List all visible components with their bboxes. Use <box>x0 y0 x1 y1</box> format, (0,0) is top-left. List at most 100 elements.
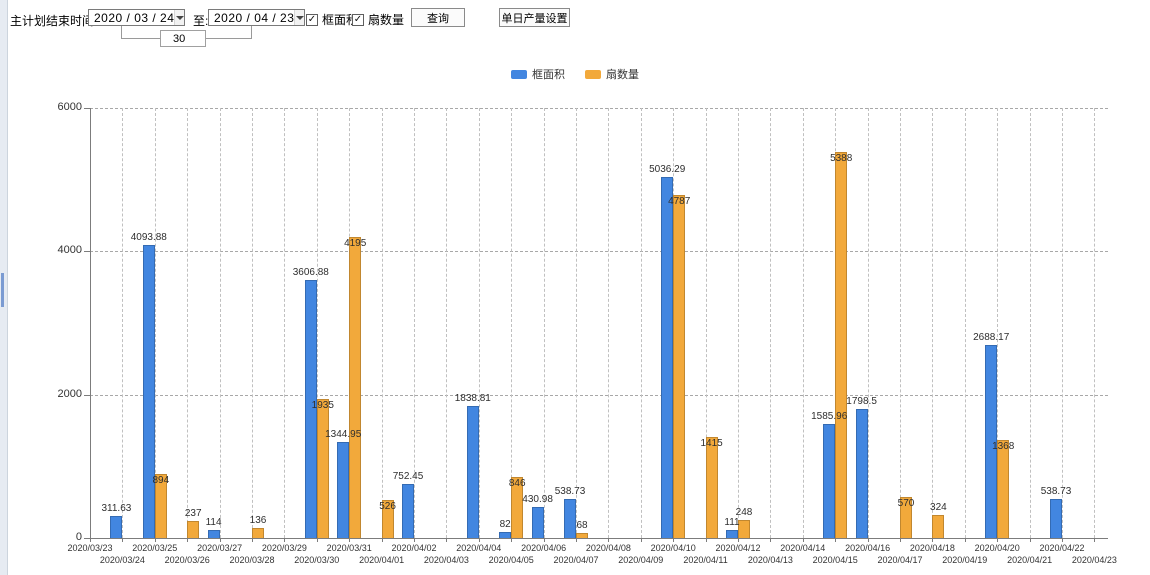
x-axis-label: 2020/04/02 <box>391 543 437 553</box>
x-axis-label: 2020/04/12 <box>715 543 761 553</box>
x-axis-label: 2020/04/05 <box>488 555 534 565</box>
x-axis-label: 2020/04/11 <box>683 555 728 565</box>
legend-label: 扇数量 <box>606 69 639 81</box>
bar-value-label: 114 <box>205 516 222 528</box>
chart-legend: 框面积 扇数量 <box>0 66 1150 82</box>
bar-value-label: 111 <box>724 517 740 529</box>
bar-fan-count <box>349 237 362 538</box>
start-date-label: 主计划结束时间: <box>10 14 98 28</box>
x-axis-tick <box>187 538 189 542</box>
x-axis-tick <box>802 538 804 542</box>
x-axis-label: 2020/03/24 <box>99 555 145 565</box>
bar-fan-count <box>381 500 394 538</box>
x-axis-tick <box>738 538 739 542</box>
connector-line <box>121 38 160 39</box>
x-axis-label: 2020/03/28 <box>229 555 275 565</box>
bar-frame-area <box>499 532 512 538</box>
x-axis-tick <box>673 538 675 542</box>
x-axis-tick <box>122 538 124 542</box>
bar-value-label: 846 <box>508 478 526 490</box>
x-axis-label: 2020/04/03 <box>423 555 469 565</box>
y-axis <box>90 108 91 538</box>
x-axis-tick <box>997 538 999 542</box>
checkbox-frame-area[interactable]: ✓ 框面积 <box>306 11 358 28</box>
bar-value-label: 1935 <box>311 400 334 412</box>
y-axis-label: 4000 <box>57 244 82 257</box>
x-axis-label: 2020/04/04 <box>456 543 502 553</box>
bar-fan-count <box>835 151 848 538</box>
chevron-down-icon[interactable] <box>294 10 304 25</box>
bar-value-label: 538.73 <box>554 486 586 498</box>
bar-frame-area <box>142 244 155 538</box>
x-axis-label: 2020/04/18 <box>909 543 955 553</box>
checkbox-frame-area-label: 框面积 <box>322 13 359 27</box>
checkmark-icon: ✓ <box>352 13 364 26</box>
end-date-picker[interactable]: 2020 / 04 / 23 <box>208 9 305 26</box>
y-axis-label: 0 <box>75 531 82 543</box>
plot-grid-line-y <box>90 108 1109 109</box>
x-axis-tick <box>511 538 513 542</box>
y-axis-tick <box>84 108 90 109</box>
x-axis-tick <box>478 538 480 542</box>
bar-value-label: 248 <box>735 507 753 519</box>
checkbox-fan-count[interactable]: ✓ 扇数量 <box>352 11 404 28</box>
bar-value-label: 570 <box>897 498 915 510</box>
plot-grid-line-x <box>252 108 253 538</box>
plot-grid-line-x <box>576 108 577 538</box>
x-axis-label: 2020/04/06 <box>521 543 567 553</box>
legend-item-fan-count: 扇数量 <box>585 66 639 82</box>
bar-fan-count <box>187 521 200 538</box>
daily-output-settings-button[interactable]: 单日产量设置 <box>499 8 570 27</box>
bar-fan-count <box>316 399 329 538</box>
x-axis-tick <box>770 538 772 542</box>
interval-days-input[interactable] <box>160 30 206 47</box>
bar-frame-area <box>985 345 998 538</box>
to-label: 至: <box>193 14 209 28</box>
connector-line <box>121 26 122 39</box>
connector-line <box>206 38 251 39</box>
bar-frame-area <box>402 484 414 538</box>
legend-item-frame-area: 框面积 <box>511 66 565 82</box>
bar-frame-area <box>855 409 868 538</box>
y-axis-tick <box>84 538 90 539</box>
y-axis-label: 6000 <box>57 101 82 113</box>
bar-fan-count <box>511 477 524 538</box>
start-date-value: 2020 / 03 / 24 <box>94 10 175 25</box>
plot-grid-line-x <box>511 108 513 538</box>
bar-fan-count <box>252 528 264 538</box>
plot-grid-line-x <box>219 108 221 538</box>
y-axis-tick <box>84 251 90 253</box>
plot-grid-line-x <box>997 108 999 538</box>
bar-frame-area <box>726 530 738 538</box>
bar-value-label: 1798.5 <box>846 396 877 408</box>
bar-value-label: 4787 <box>668 195 691 207</box>
x-axis-tick <box>316 538 318 542</box>
end-date-value: 2020 / 04 / 23 <box>214 10 295 25</box>
connector-line <box>251 26 252 39</box>
x-axis-label: 2020/04/23 <box>1071 555 1117 565</box>
x-axis-label: 2020/04/08 <box>585 543 631 553</box>
plot-grid-line-x <box>381 108 383 538</box>
plot-grid-line-x <box>187 108 189 538</box>
x-axis-tick <box>900 538 901 542</box>
bar-value-label: 1415 <box>700 437 723 449</box>
plot-grid-line-x <box>1062 108 1063 538</box>
x-axis-label: 2020/04/22 <box>1039 543 1085 553</box>
plot-grid-line-x <box>122 108 124 538</box>
x-axis-tick <box>446 538 448 542</box>
x-axis-tick <box>349 538 351 542</box>
left-edge-panel <box>0 0 8 575</box>
query-button[interactable]: 查询 <box>411 8 465 27</box>
bar-value-label: 2688.17 <box>973 332 1010 344</box>
legend-swatch <box>511 69 527 79</box>
x-axis-tick <box>252 538 253 542</box>
x-axis-tick <box>867 538 869 542</box>
x-axis-tick <box>576 538 577 542</box>
start-date-picker[interactable]: 2020 / 03 / 24 <box>88 9 185 26</box>
bar-value-label: 136 <box>249 515 267 527</box>
chevron-down-icon[interactable] <box>174 10 184 25</box>
bar-fan-count <box>673 194 686 538</box>
x-axis-label: 2020/04/20 <box>974 543 1020 553</box>
plot-grid-line-x <box>964 108 966 538</box>
x-axis-label: 2020/03/25 <box>132 543 178 553</box>
